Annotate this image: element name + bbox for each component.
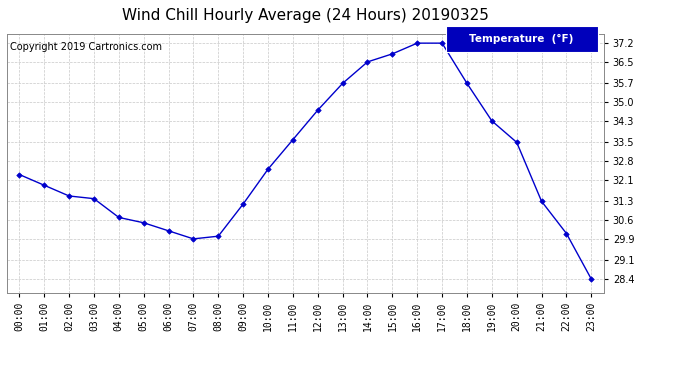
Text: Copyright 2019 Cartronics.com: Copyright 2019 Cartronics.com: [10, 42, 162, 51]
Title: Wind Chill Hourly Average (24 Hours) 20190325: Wind Chill Hourly Average (24 Hours) 201…: [122, 8, 489, 23]
